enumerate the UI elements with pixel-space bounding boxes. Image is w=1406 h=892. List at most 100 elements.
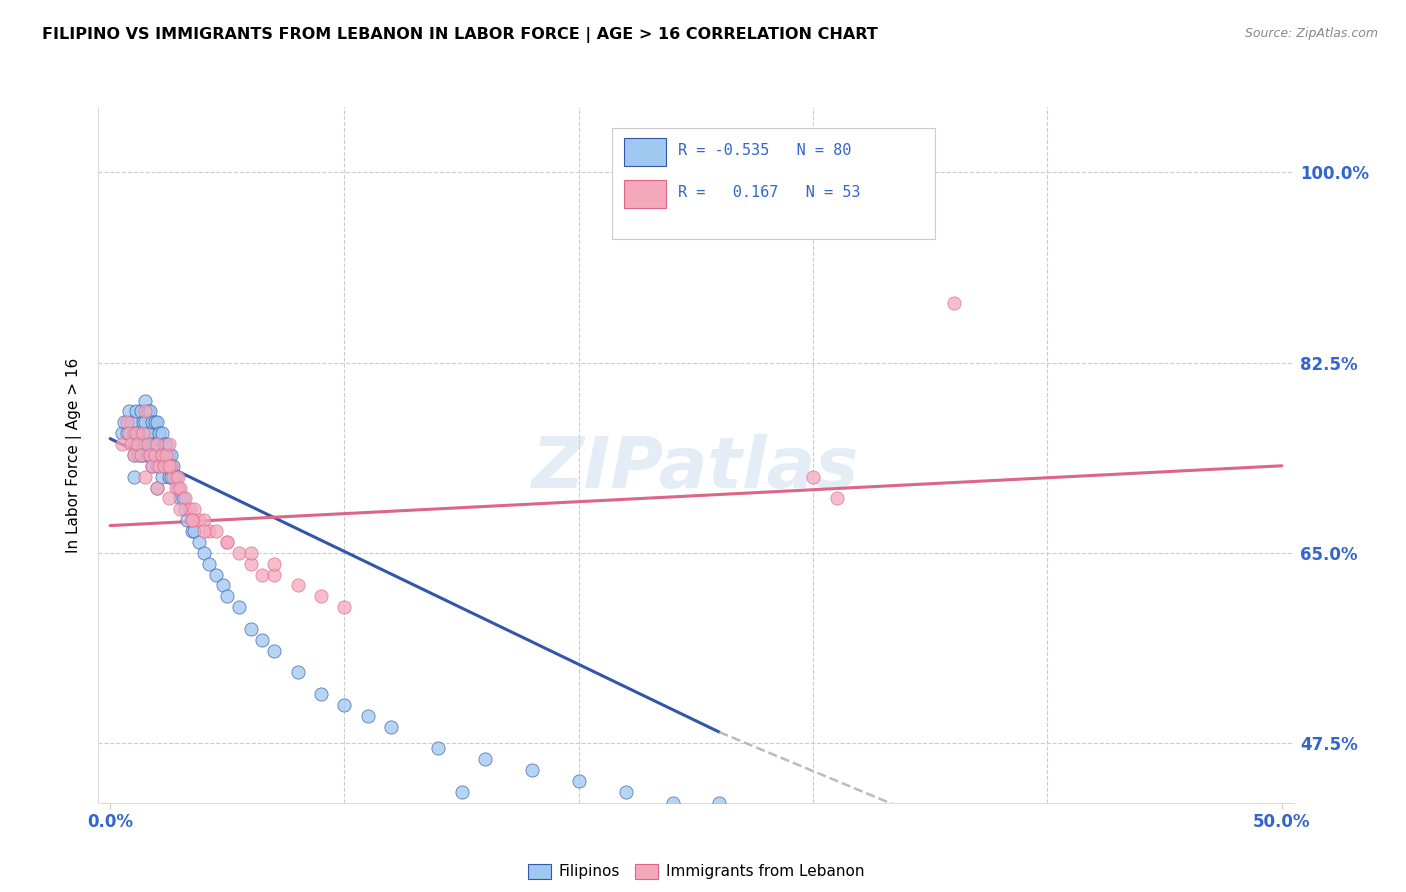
Point <box>143 437 166 451</box>
Point <box>146 481 169 495</box>
Point <box>165 469 187 483</box>
Point <box>141 458 163 473</box>
Point <box>111 426 134 441</box>
Text: R = -0.535   N = 80: R = -0.535 N = 80 <box>678 144 852 159</box>
Point <box>150 469 173 483</box>
Point <box>150 448 173 462</box>
Point <box>211 578 233 592</box>
Point <box>141 415 163 429</box>
Point <box>155 448 177 462</box>
Point <box>183 502 205 516</box>
Point <box>141 458 163 473</box>
Point <box>228 600 250 615</box>
Point <box>176 513 198 527</box>
Point <box>228 546 250 560</box>
Point <box>450 785 472 799</box>
Point <box>357 708 380 723</box>
Point <box>204 567 226 582</box>
Point <box>155 458 177 473</box>
Point <box>157 491 180 506</box>
Point <box>568 774 591 789</box>
Point <box>150 426 173 441</box>
Point <box>709 796 731 810</box>
Text: Source: ZipAtlas.com: Source: ZipAtlas.com <box>1244 27 1378 40</box>
Point <box>141 437 163 451</box>
Text: FILIPINO VS IMMIGRANTS FROM LEBANON IN LABOR FORCE | AGE > 16 CORRELATION CHART: FILIPINO VS IMMIGRANTS FROM LEBANON IN L… <box>42 27 877 43</box>
Point <box>153 437 176 451</box>
Point <box>129 448 152 462</box>
Point <box>333 600 356 615</box>
Point <box>112 415 135 429</box>
Point <box>614 785 637 799</box>
Point <box>125 404 148 418</box>
Point <box>143 415 166 429</box>
Point <box>146 437 169 451</box>
Point <box>136 404 159 418</box>
Point <box>122 448 145 462</box>
Point <box>127 437 149 451</box>
Text: ZIPatlas: ZIPatlas <box>533 434 859 503</box>
Point <box>157 458 180 473</box>
Point <box>309 687 332 701</box>
Point <box>217 535 239 549</box>
Point <box>134 437 156 451</box>
Point <box>122 448 145 462</box>
Y-axis label: In Labor Force | Age > 16: In Labor Force | Age > 16 <box>66 358 83 552</box>
Point <box>134 469 156 483</box>
Point <box>139 448 162 462</box>
Point <box>134 393 156 408</box>
Point <box>160 448 183 462</box>
Point <box>160 458 183 473</box>
Point <box>127 426 149 441</box>
Point <box>181 513 204 527</box>
Point <box>239 622 262 636</box>
Point <box>125 437 148 451</box>
Text: R =   0.167   N = 53: R = 0.167 N = 53 <box>678 186 860 200</box>
Point <box>148 458 170 473</box>
Point <box>146 437 169 451</box>
Point <box>122 469 145 483</box>
Point <box>139 426 162 441</box>
Point <box>239 546 262 560</box>
Point <box>120 415 142 429</box>
Point <box>217 589 239 603</box>
FancyBboxPatch shape <box>624 180 666 208</box>
Point <box>146 415 169 429</box>
Point <box>160 469 183 483</box>
Point <box>153 458 176 473</box>
Point <box>118 426 141 441</box>
Point <box>169 502 191 516</box>
Point <box>188 535 211 549</box>
FancyBboxPatch shape <box>624 138 666 166</box>
Point <box>122 426 145 441</box>
FancyBboxPatch shape <box>613 128 935 239</box>
Point <box>153 458 176 473</box>
Point <box>136 426 159 441</box>
Point <box>252 567 274 582</box>
Point <box>155 437 177 451</box>
Point <box>115 426 138 441</box>
Point <box>125 426 148 441</box>
Point <box>181 513 204 527</box>
Point <box>169 481 191 495</box>
Point <box>167 469 190 483</box>
Point <box>162 458 184 473</box>
Point <box>263 557 285 571</box>
Point <box>132 415 155 429</box>
Point <box>174 502 197 516</box>
Point <box>150 448 173 462</box>
Point <box>148 448 170 462</box>
Point <box>287 578 309 592</box>
Point <box>146 481 169 495</box>
Point <box>942 295 965 310</box>
Point <box>139 448 162 462</box>
Point <box>825 491 848 506</box>
Point <box>197 524 219 538</box>
Point <box>172 491 194 506</box>
Legend: Filipinos, Immigrants from Lebanon: Filipinos, Immigrants from Lebanon <box>522 857 870 886</box>
Point <box>520 763 543 777</box>
Point <box>134 415 156 429</box>
Point <box>174 491 197 506</box>
Point <box>309 589 332 603</box>
Point <box>181 524 204 538</box>
